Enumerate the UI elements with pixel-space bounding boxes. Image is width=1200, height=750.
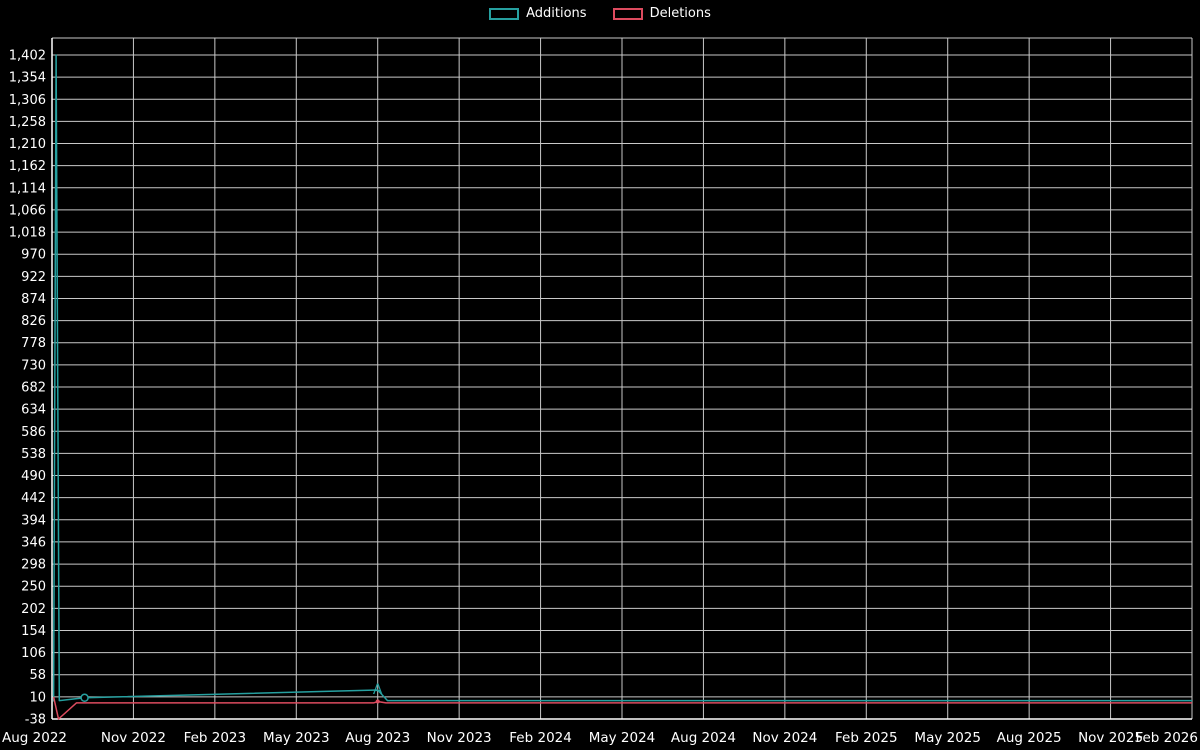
y-tick-label: 1,402 (9, 49, 46, 64)
y-tick-label: 490 (21, 469, 46, 484)
y-tick-label: 298 (21, 558, 46, 573)
y-tick-label: 154 (21, 624, 46, 639)
deletions-point-marker-icon (375, 699, 380, 704)
legend-item-deletions[interactable]: Deletions (612, 6, 711, 21)
x-tick-label: Aug 2023 (345, 730, 410, 746)
x-tick-label: Nov 2022 (101, 730, 166, 746)
y-tick-label: 106 (21, 646, 46, 661)
x-tick-label: Aug 2024 (671, 730, 736, 746)
y-tick-label: 1,114 (9, 181, 46, 196)
y-tick-label: 730 (21, 358, 46, 373)
y-tick-label: 442 (21, 491, 46, 506)
additions-swatch-icon (489, 7, 520, 20)
y-tick-label: 1,258 (9, 115, 46, 130)
y-axis-labels: 1,402 1,354 1,306 1,258 1,210 1,162 1,114 1,066… (9, 49, 46, 728)
y-tick-label: -38 (25, 713, 46, 728)
x-tick-label: Feb 2024 (509, 730, 572, 746)
additions-point-marker-icon (80, 693, 89, 703)
legend-label-deletions: Deletions (649, 6, 711, 21)
x-tick-label: Nov 2024 (752, 730, 817, 746)
grid-lines (51, 37, 1193, 720)
x-tick-label: Aug 2022 (2, 730, 67, 746)
y-tick-label: 1,018 (9, 226, 46, 241)
x-tick-label: May 2025 (914, 730, 981, 746)
x-tick-label: Nov 2025 (1078, 730, 1143, 746)
deletions-swatch-icon (612, 7, 643, 20)
y-tick-label: 826 (21, 314, 46, 329)
legend-label-additions: Additions (526, 6, 587, 21)
y-tick-label: 250 (21, 580, 46, 595)
y-tick-label: 1,162 (9, 159, 46, 174)
y-tick-label: 1,354 (9, 71, 46, 86)
y-tick-label: 874 (21, 292, 46, 307)
x-tick-label: Nov 2023 (427, 730, 492, 746)
x-tick-label: Feb 2026 (1135, 730, 1198, 746)
axes (51, 38, 1192, 720)
y-tick-label: 202 (21, 602, 46, 617)
additions-letter-marker: A (373, 682, 383, 698)
y-tick-label: 1,210 (9, 137, 46, 152)
chart-legend: Additions Deletions (0, 7, 1200, 20)
deletions-line (52, 696, 1192, 720)
y-tick-label: 970 (21, 248, 46, 263)
x-tick-label: May 2024 (589, 730, 656, 746)
y-tick-label: 394 (21, 513, 46, 528)
x-axis-labels: Aug 2022 Nov 2022 Feb 2023 May 2023 Aug 2023… (2, 730, 1198, 746)
y-tick-label: 778 (21, 336, 46, 351)
y-tick-label: 346 (21, 535, 46, 550)
deletions-series (52, 696, 1192, 720)
x-tick-label: Aug 2025 (997, 730, 1062, 746)
y-tick-label: 10 (29, 690, 46, 705)
x-tick-label: Feb 2025 (835, 730, 898, 746)
y-tick-label: 1,306 (9, 93, 46, 108)
legend-item-additions[interactable]: Additions (489, 6, 587, 21)
y-tick-label: 634 (21, 403, 46, 418)
y-tick-label: 58 (29, 668, 46, 683)
y-tick-label: 922 (21, 270, 46, 285)
y-tick-label: 586 (21, 425, 46, 440)
y-tick-label: 538 (21, 447, 46, 462)
x-tick-label: May 2023 (263, 730, 330, 746)
x-tick-label: Feb 2023 (184, 730, 247, 746)
y-tick-label: 1,066 (9, 203, 46, 218)
y-tick-label: 682 (21, 381, 46, 396)
additions-series: A (52, 54, 1192, 703)
additions-line (52, 54, 1192, 702)
